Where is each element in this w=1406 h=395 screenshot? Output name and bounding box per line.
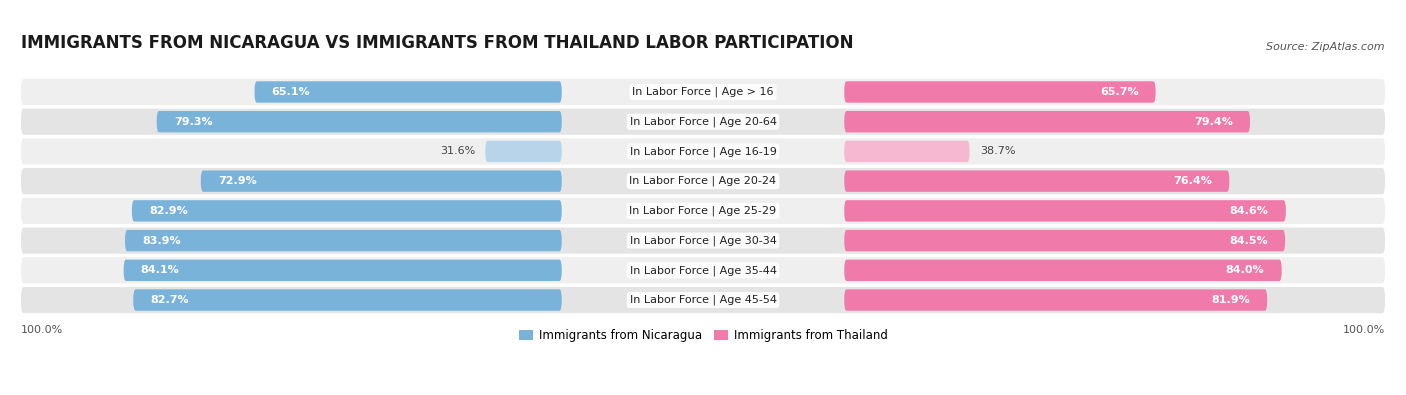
- Text: 84.1%: 84.1%: [141, 265, 180, 275]
- FancyBboxPatch shape: [201, 171, 562, 192]
- Text: 38.7%: 38.7%: [980, 147, 1015, 156]
- Text: In Labor Force | Age 35-44: In Labor Force | Age 35-44: [630, 265, 776, 276]
- Text: 84.0%: 84.0%: [1226, 265, 1264, 275]
- Text: IMMIGRANTS FROM NICARAGUA VS IMMIGRANTS FROM THAILAND LABOR PARTICIPATION: IMMIGRANTS FROM NICARAGUA VS IMMIGRANTS …: [21, 34, 853, 52]
- Text: 79.3%: 79.3%: [174, 117, 212, 127]
- FancyBboxPatch shape: [125, 230, 562, 251]
- FancyBboxPatch shape: [844, 230, 1285, 251]
- Text: 82.7%: 82.7%: [150, 295, 188, 305]
- Text: 83.9%: 83.9%: [142, 235, 181, 246]
- FancyBboxPatch shape: [132, 200, 562, 222]
- Text: In Labor Force | Age 25-29: In Labor Force | Age 25-29: [630, 206, 776, 216]
- Text: 72.9%: 72.9%: [218, 176, 257, 186]
- Text: 76.4%: 76.4%: [1173, 176, 1212, 186]
- Text: 100.0%: 100.0%: [1343, 325, 1385, 335]
- FancyBboxPatch shape: [21, 287, 1385, 313]
- Text: In Labor Force | Age 20-24: In Labor Force | Age 20-24: [630, 176, 776, 186]
- FancyBboxPatch shape: [21, 138, 1385, 164]
- Text: In Labor Force | Age 45-54: In Labor Force | Age 45-54: [630, 295, 776, 305]
- FancyBboxPatch shape: [21, 257, 1385, 283]
- FancyBboxPatch shape: [21, 198, 1385, 224]
- FancyBboxPatch shape: [21, 79, 1385, 105]
- Text: 79.4%: 79.4%: [1194, 117, 1233, 127]
- FancyBboxPatch shape: [844, 141, 970, 162]
- Text: In Labor Force | Age 20-64: In Labor Force | Age 20-64: [630, 117, 776, 127]
- FancyBboxPatch shape: [485, 141, 562, 162]
- Text: 65.1%: 65.1%: [271, 87, 311, 97]
- Legend: Immigrants from Nicaragua, Immigrants from Thailand: Immigrants from Nicaragua, Immigrants fr…: [519, 329, 887, 342]
- FancyBboxPatch shape: [844, 260, 1282, 281]
- FancyBboxPatch shape: [124, 260, 562, 281]
- FancyBboxPatch shape: [156, 111, 562, 132]
- Text: 100.0%: 100.0%: [21, 325, 63, 335]
- Text: 82.9%: 82.9%: [149, 206, 188, 216]
- Text: In Labor Force | Age 16-19: In Labor Force | Age 16-19: [630, 146, 776, 157]
- FancyBboxPatch shape: [21, 109, 1385, 135]
- Text: In Labor Force | Age > 16: In Labor Force | Age > 16: [633, 87, 773, 97]
- Text: 31.6%: 31.6%: [440, 147, 475, 156]
- Text: 81.9%: 81.9%: [1211, 295, 1250, 305]
- FancyBboxPatch shape: [134, 290, 562, 311]
- FancyBboxPatch shape: [844, 171, 1229, 192]
- FancyBboxPatch shape: [21, 168, 1385, 194]
- FancyBboxPatch shape: [254, 81, 562, 103]
- Text: 84.6%: 84.6%: [1230, 206, 1268, 216]
- Text: In Labor Force | Age 30-34: In Labor Force | Age 30-34: [630, 235, 776, 246]
- FancyBboxPatch shape: [21, 228, 1385, 254]
- Text: 84.5%: 84.5%: [1229, 235, 1268, 246]
- FancyBboxPatch shape: [844, 290, 1267, 311]
- Text: Source: ZipAtlas.com: Source: ZipAtlas.com: [1267, 42, 1385, 52]
- FancyBboxPatch shape: [844, 200, 1286, 222]
- FancyBboxPatch shape: [844, 81, 1156, 103]
- Text: 65.7%: 65.7%: [1099, 87, 1139, 97]
- FancyBboxPatch shape: [844, 111, 1250, 132]
